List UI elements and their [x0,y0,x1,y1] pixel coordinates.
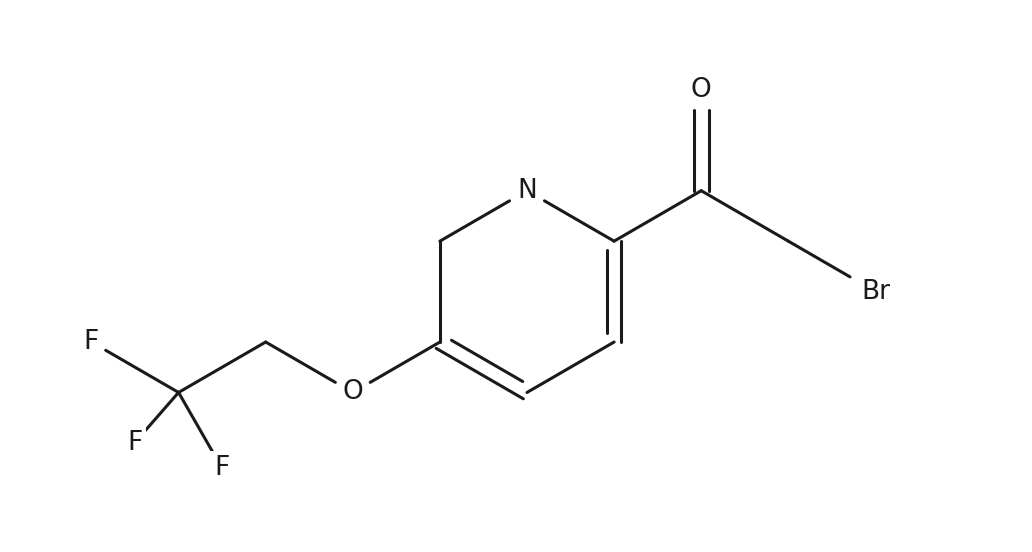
Text: F: F [127,430,142,456]
Text: N: N [517,178,537,204]
Text: Br: Br [861,279,890,305]
Text: O: O [343,379,363,406]
Text: O: O [690,77,712,103]
Text: F: F [84,329,99,355]
Text: F: F [214,455,229,481]
